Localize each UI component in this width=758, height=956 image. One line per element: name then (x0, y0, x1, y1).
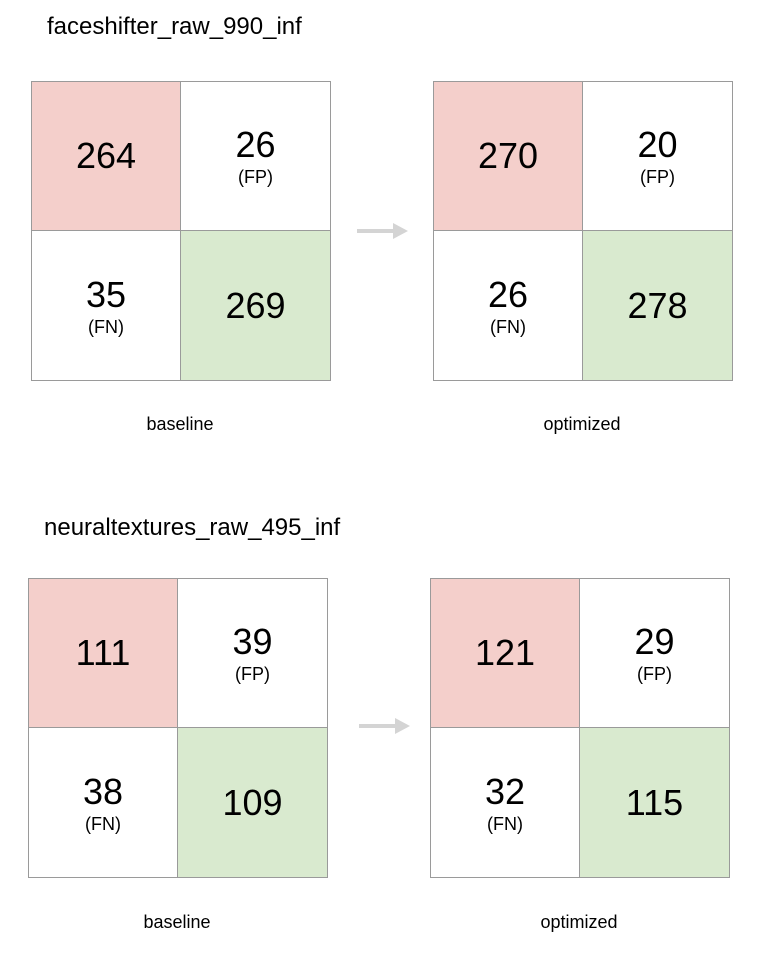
cell-value: 32 (484, 770, 526, 812)
caption-optimized: optimized (540, 912, 618, 932)
cell-label-fp: (FP) (640, 167, 675, 187)
cell-label-fn: (FN) (88, 316, 124, 337)
caption-optimized: optimized (543, 414, 621, 434)
block-title-faceshifter: faceshifter_raw_990_inf (47, 13, 302, 40)
matrix-cell-top-left: 270 (434, 82, 583, 231)
block-title-neuraltextures: neuraltextures_raw_495_inf (44, 514, 341, 541)
matrix-cell-bottom-left: 38 (FN) (29, 728, 178, 877)
confusion-matrix-optimized: 121 29 (FP) 32 (FN) 115 (430, 578, 730, 878)
matrix-cell-bottom-left: 35 (FN) (32, 231, 181, 380)
cell-value: 115 (625, 781, 684, 823)
cell-label-fp: (FP) (235, 664, 270, 684)
matrix-cell-bottom-right: 109 (178, 728, 327, 877)
cell-label-fn: (FN) (85, 813, 121, 834)
cell-value: 38 (82, 770, 124, 812)
matrix-cell-top-right: 39 (FP) (178, 579, 327, 728)
cell-value: 26 (487, 273, 529, 315)
right-arrow-icon (359, 718, 410, 734)
matrix-cell-bottom-left: 26 (FN) (434, 231, 583, 380)
confusion-matrix-optimized: 270 20 (FP) 26 (FN) 278 (433, 81, 733, 381)
cell-value: 121 (474, 632, 536, 673)
caption-baseline: baseline (146, 414, 214, 434)
matrix-cell-top-left: 264 (32, 82, 181, 231)
matrix-cell-top-right: 20 (FP) (583, 82, 732, 231)
right-arrow-icon (357, 223, 408, 239)
cell-value: 20 (637, 124, 678, 165)
matrix-cell-bottom-right: 278 (583, 231, 732, 380)
confusion-matrix-baseline: 111 39 (FP) 38 (FN) 109 (28, 578, 328, 878)
cell-value: 109 (222, 781, 283, 823)
cell-value: 264 (75, 135, 137, 176)
cell-label-fn: (FN) (487, 813, 523, 834)
matrix-cell-top-left: 111 (29, 579, 178, 728)
cell-value: 111 (75, 632, 131, 673)
cell-value: 29 (634, 621, 675, 662)
matrix-cell-bottom-right: 269 (181, 231, 330, 380)
cell-label-fp: (FP) (238, 167, 273, 187)
cell-value: 35 (85, 273, 127, 315)
caption-baseline: baseline (143, 912, 211, 932)
matrix-cell-bottom-right: 115 (580, 728, 729, 877)
cell-label-fn: (FN) (490, 316, 526, 337)
cell-value: 278 (627, 284, 688, 326)
matrix-cell-top-right: 29 (FP) (580, 579, 729, 728)
cell-label-fp: (FP) (637, 664, 672, 684)
cell-value: 39 (232, 621, 273, 662)
matrix-cell-top-left: 121 (431, 579, 580, 728)
matrix-cell-bottom-left: 32 (FN) (431, 728, 580, 877)
confusion-matrix-baseline: 264 26 (FP) 35 (FN) 269 (31, 81, 331, 381)
cell-value: 26 (235, 124, 276, 165)
matrix-cell-top-right: 26 (FP) (181, 82, 330, 231)
cell-value: 270 (477, 135, 539, 176)
cell-value: 269 (225, 284, 286, 326)
